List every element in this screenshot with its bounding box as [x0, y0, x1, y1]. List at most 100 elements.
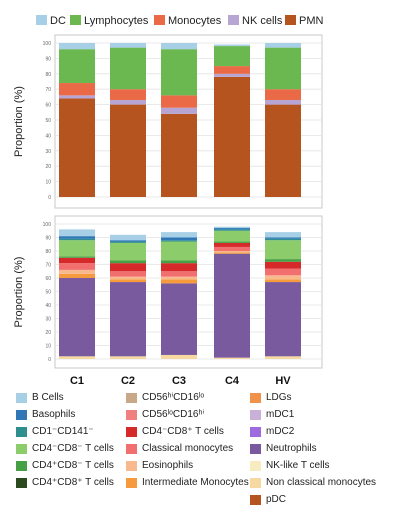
legend-item: CD56ʰⁱCD16ˡᵒ [126, 392, 204, 404]
legend-swatch [126, 461, 137, 471]
bar-segment-c2 [110, 276, 146, 280]
legend-swatch [250, 393, 261, 403]
x-tick-label: HV [275, 375, 291, 387]
bar-segment-c1 [59, 256, 95, 258]
y-tick-label: 90 [45, 56, 51, 62]
y-tick-label: 40 [45, 303, 51, 309]
bar-segment-hv [265, 259, 301, 262]
legend-swatch [250, 461, 261, 471]
y-tick-label: 100 [43, 41, 52, 47]
bar-segment-hv [265, 240, 301, 260]
legend-swatch [126, 393, 137, 403]
legend-label: Lymphocytes [84, 15, 149, 27]
legend-label: pDC [266, 494, 287, 505]
legend-label: Basophils [32, 409, 76, 420]
bar-segment-hv [265, 238, 301, 241]
bar-segment-c4 [214, 253, 250, 358]
legend-label: NK-like T cells [266, 460, 330, 471]
legend-item: Neutrophils [250, 443, 317, 455]
top-legend: DC Lymphocytes Monocytes NK cells PMN [36, 15, 324, 27]
legend-label: CD4⁻CD8⁻ T cells [32, 443, 114, 454]
legend-label: Monocytes [168, 15, 222, 27]
bar-segment-hv [265, 356, 301, 359]
x-tick-label: C4 [225, 375, 240, 387]
legend-item: B Cells [16, 392, 64, 404]
bar-segment-c3 [161, 263, 197, 272]
legend-swatch [126, 444, 137, 454]
legend-item: CD4⁺CD8⁻ T cells [16, 460, 114, 472]
legend-item: Classical monocytes [126, 443, 233, 455]
bar-segment-c1 [59, 95, 95, 99]
legend-label: CD4⁺CD8⁻ T cells [32, 460, 114, 471]
bar-segment-c1 [59, 98, 95, 197]
legend-swatch [16, 478, 27, 488]
lower-chart-panel: 0 10 20 30 40 50 60 70 80 90 100 Proportion (%) [13, 215, 323, 369]
x-tick-label: C1 [70, 375, 84, 387]
legend-swatch [228, 15, 239, 25]
legend-swatch [250, 410, 261, 420]
bar-segment-c4 [214, 66, 250, 74]
y-tick-label: 20 [45, 164, 51, 170]
legend-swatch [285, 15, 296, 25]
y-tick-label: 30 [45, 317, 51, 323]
bar-segment-c2 [110, 240, 146, 242]
bar-segment-c3 [161, 113, 197, 197]
y-tick-label: 70 [45, 263, 51, 269]
bar-segment-c3 [161, 232, 197, 238]
legend-item: CD4⁺CD8⁺ T cells [16, 477, 114, 489]
bar-segment-c2 [110, 271, 146, 277]
bar-segment-c2 [110, 104, 146, 197]
legend-item: Intermediate Monocytes [126, 477, 249, 489]
bar-segment-c3 [161, 276, 197, 280]
bar-segment-hv [265, 47, 301, 90]
bar-segment-c4 [214, 76, 250, 197]
y-tick-label: 10 [45, 180, 51, 186]
bar-segment-hv [265, 275, 301, 280]
bar-segment-c3 [161, 283, 197, 355]
legend-item: pDC [250, 494, 286, 506]
bar-segment-c1 [59, 236, 95, 239]
legend-swatch [16, 427, 27, 437]
bar-segment-c1 [59, 240, 95, 257]
bar-segment-c1 [59, 269, 95, 274]
bar-segment-hv [265, 282, 301, 357]
legend-swatch [250, 495, 261, 505]
bottom-legend: B Cells Basophils CD1⁻CD141⁻ CD4⁻CD8⁻ T cel… [14, 392, 410, 518]
bar-segment-c2 [110, 242, 146, 261]
legend-label: Non classical monocytes [266, 477, 377, 488]
y-tick-label: 80 [45, 72, 51, 78]
y-tick-label: 10 [45, 344, 51, 350]
bar-segment-c2 [110, 263, 146, 272]
bar-segment-c1 [59, 356, 95, 359]
bar-segment-c3 [161, 279, 197, 284]
legend-swatch [70, 15, 81, 25]
legend-label: Classical monocytes [142, 443, 234, 454]
legend-item: Eosinophils [126, 460, 193, 472]
legend-swatch [16, 461, 27, 471]
legend-item: mDC1 [250, 409, 294, 421]
y-tick-label: 100 [43, 222, 52, 228]
bar-segment-c2 [110, 47, 146, 90]
bar-segment-c3 [161, 49, 197, 96]
legend-label: DC [50, 15, 66, 27]
legend-item: CD56ˡᵒCD16ʰⁱ [126, 409, 204, 421]
legend-swatch [126, 427, 137, 437]
bar-segment-c2 [110, 241, 146, 243]
legend-label: CD1⁻CD141⁻ [32, 426, 94, 437]
bar-segment-c3 [161, 240, 197, 242]
y-tick-label: 60 [45, 276, 51, 282]
legend-item: LDGs [250, 392, 292, 404]
bar-segment-c1 [59, 238, 95, 241]
legend-label: NK cells [242, 15, 283, 27]
bar-segment-c3 [161, 241, 197, 261]
legend-label: B Cells [32, 392, 64, 403]
bar-segment-c4 [214, 226, 250, 229]
bar-segment-c2 [110, 234, 146, 241]
x-tick-label: C3 [172, 375, 186, 387]
legend-swatch [250, 427, 261, 437]
legend-label: Neutrophils [266, 443, 317, 454]
legend-swatch [126, 410, 137, 420]
bar-segment-hv [265, 99, 301, 105]
bar-segment-c1 [59, 229, 95, 237]
